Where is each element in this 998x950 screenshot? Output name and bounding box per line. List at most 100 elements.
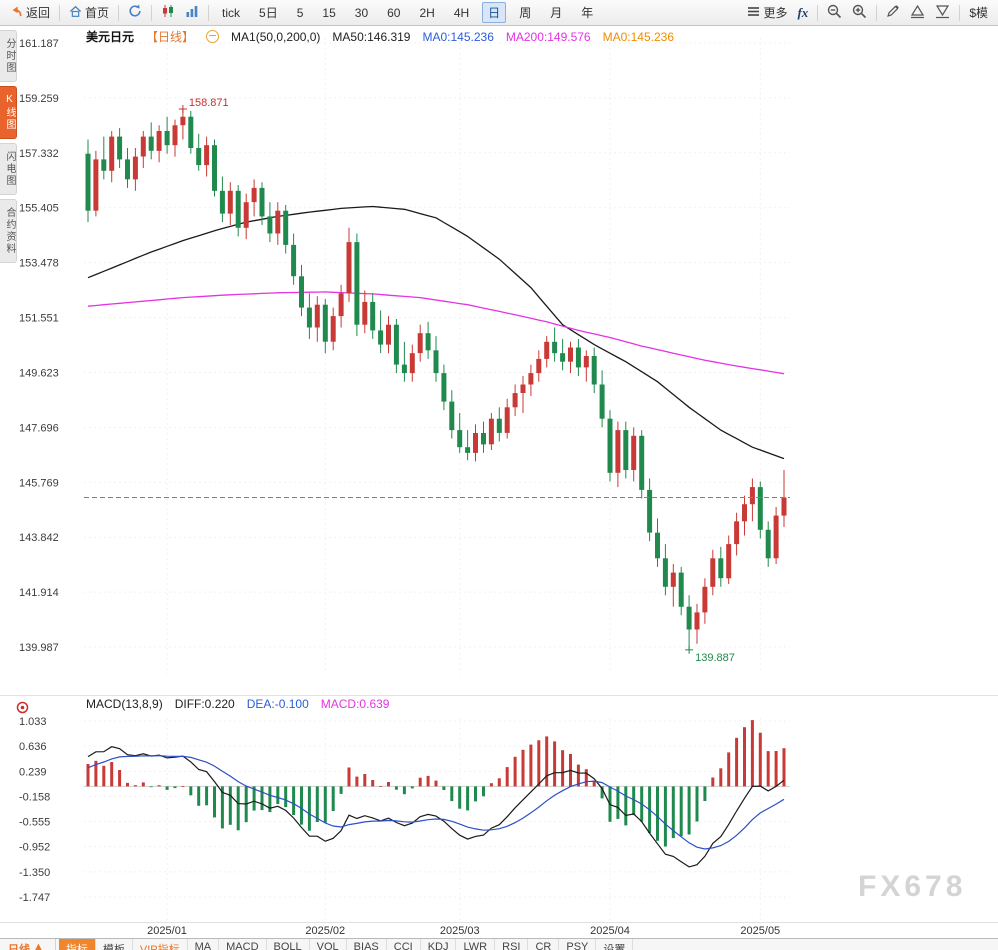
zoom-in-button[interactable] [848,2,871,24]
tab-设置[interactable]: 设置 [596,939,634,950]
tab-CCI[interactable]: CCI [387,939,421,950]
tab-CR[interactable]: CR [528,939,560,950]
price-tick-label: 139.987 [19,642,59,654]
tab-MACD[interactable]: MACD [219,939,267,950]
sidebar-item-闪电图[interactable]: 闪电图 [0,143,17,195]
price-tick-label: 147.696 [19,422,59,434]
macd-chart[interactable]: 1.033 0.636 0.239 -0.158 -0.555 -0.952 -1.350 -… [0,714,998,922]
ma200-line [87,291,785,375]
period-button-tick[interactable]: tick [222,5,241,20]
period-button-30[interactable]: 30 [354,5,369,20]
fx-icon: fx [797,4,809,20]
tab-VIP指标[interactable]: VIP指标 [133,939,188,950]
price-tick-label: 155.405 [19,203,59,215]
top-toolbar: 返回 首页 tick 5日 5 15 30 60 2H 4H 日周 月 年 更多 fx [0,0,998,26]
tab-LWR[interactable]: LWR [456,939,496,950]
toolbar-separator [151,4,153,21]
macd-tick-label: -0.952 [19,842,50,854]
period-button-日[interactable]: 日 [482,2,507,23]
home-button[interactable]: 首页 [65,2,113,23]
period-button-年[interactable]: 年 [581,6,594,20]
zoom-out-button[interactable] [823,2,846,24]
more-label: 更多 [763,6,788,20]
chart-settings-icon[interactable] [206,30,220,43]
period-button-60[interactable]: 60 [387,5,401,20]
triangle-up-tool-icon [910,4,925,22]
refresh-button[interactable] [124,2,146,23]
sidebar-item-合约资料[interactable]: 合约资料 [0,199,17,263]
volume-bars-icon [185,4,199,21]
period-button-15[interactable]: 15 [322,5,336,20]
tab-RSI[interactable]: RSI [495,939,529,950]
tab-模板[interactable]: 模板 [96,939,133,950]
price-tick-label: 141.914 [19,587,59,599]
triangle-up-icon: ▲ [33,941,44,950]
indicator-settings-icon[interactable] [16,701,29,719]
tab-BOLL[interactable]: BOLL [267,939,310,950]
tab-PSY[interactable]: PSY [559,939,597,950]
toolbar-separator [59,4,61,21]
price-tick-label: 145.769 [19,477,59,489]
period-button-2H[interactable]: 2H [419,5,435,20]
period-button-5日[interactable]: 5日 [259,6,278,20]
price-annotations: 158.871 139.887 [178,97,735,664]
refresh-icon [128,4,142,21]
bottom-period-label: 日线 [8,944,30,950]
tool-up-button[interactable] [906,2,929,24]
ma-settings-label: MA1(50,0,200,0) [231,29,321,44]
tool-down-button[interactable] [931,2,954,24]
sim-trade-button[interactable]: $模 [965,2,992,23]
period-button-周[interactable]: 周 [519,6,532,20]
toolbar-separator [118,4,120,21]
candlestick-chart-button[interactable] [157,2,179,23]
indicator-tabs: 指标 模板 VIP指标 MA MACD BOLL VOL BIAS CCI KDJ LWR RSI CR… [58,939,634,950]
bottom-separator [54,939,56,950]
draw-button[interactable] [882,2,904,23]
period-tag: 【日线】 [146,30,195,44]
zoom-out-icon [827,4,842,22]
price-tick-label: 153.478 [19,258,59,270]
dea-value-label: DEA:-0.100 [246,697,309,711]
toolbar-separator [817,4,819,21]
sim-trade-label: $模 [969,6,988,20]
back-button[interactable]: 返回 [6,2,54,23]
macd-header: MACD(13,8,9) DIFF:0.220 DEA:-0.100 MACD:… [86,697,389,711]
left-sidebar: 分时图 K线图闪电图合约资料 [0,30,17,263]
tab-MA[interactable]: MA [188,939,220,950]
hamburger-icon [747,6,760,20]
ma200-value-label: MA200:149.576 [505,29,591,44]
period-button-月[interactable]: 月 [550,6,563,20]
back-label: 返回 [26,6,51,20]
toolbar-separator [876,4,878,21]
sidebar-item-分时图[interactable]: 分时图 [0,30,17,82]
bottom-bar: 日线 ▲ 指标 模板 VIP指标 MA MACD BOLL VOL BIAS CCI KDJ LWR… [0,938,998,950]
ma50-value-label: MA50:146.319 [332,29,411,44]
formula-button[interactable]: fx [793,3,812,23]
x-axis: 2025/01 2025/02 2025/03 2025/04 2025/05 [0,922,998,939]
home-label: 首页 [85,6,110,20]
more-button[interactable]: 更多 [743,2,791,23]
pencil-icon [886,4,900,21]
ma0-blue-value-label: MA0:145.236 [422,29,494,44]
symbol-name: 美元日元 [86,30,135,44]
diff-line [87,746,785,868]
back-arrow-icon [10,5,23,21]
x-axis-label: 2025/05 [740,925,781,937]
x-axis-label: 2025/03 [439,925,480,937]
chart-header: 美元日元 【日线】 MA1(50,0,200,0) MA50:146.319 M… [86,28,674,45]
macd-tick-label: 0.636 [19,741,47,753]
period-button-4H[interactable]: 4H [453,5,470,20]
tab-指标[interactable]: 指标 [58,939,96,950]
toolbar-separator [959,4,961,21]
sidebar-item-K线图[interactable]: K线图 [0,86,17,139]
price-tick-label: 143.842 [19,532,59,544]
tab-BIAS[interactable]: BIAS [347,939,387,950]
bottom-period-selector[interactable]: 日线 ▲ [0,939,52,950]
tab-KDJ[interactable]: KDJ [421,939,457,950]
volume-chart-button[interactable] [181,2,203,23]
price-tick-label: 151.551 [19,313,59,325]
main-price-chart[interactable]: 161.187 159.259 157.332 155.405 153.478 151.5… [0,26,998,695]
tab-VOL[interactable]: VOL [310,939,347,950]
period-button-5[interactable]: 5 [296,5,304,20]
